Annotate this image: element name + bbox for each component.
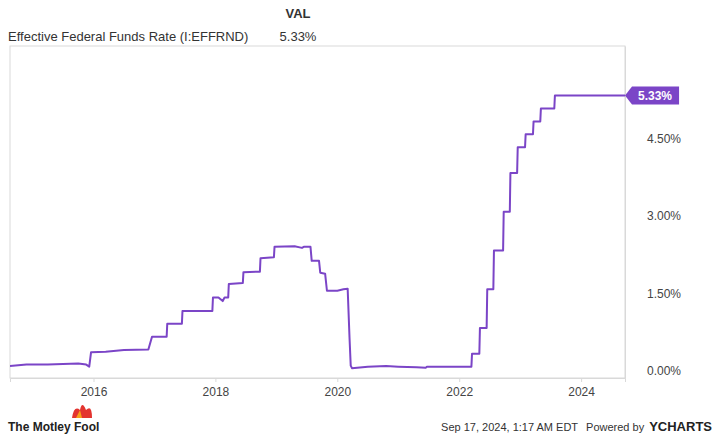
x-tick: 2020 (324, 378, 351, 399)
plot-frame (10, 46, 625, 378)
value-header: VAL (285, 6, 310, 21)
end-label-text: 5.33% (638, 89, 672, 103)
x-tick-label: 2024 (568, 385, 595, 399)
y-tick-label: 1.50% (647, 287, 681, 301)
y-tick: 3.00% (625, 209, 681, 223)
credit: Powered by (586, 421, 645, 433)
x-tick-label: 2016 (81, 385, 108, 399)
x-tick-mark (215, 378, 216, 382)
y-tick-label: 3.00% (647, 209, 681, 223)
series-name: Effective Federal Funds Rate (I:EFFRND) (8, 29, 248, 44)
y-tick: 4.50% (625, 132, 681, 146)
x-tick-label: 2020 (324, 385, 351, 399)
plot-marks (10, 96, 625, 369)
logo: The Motley Fool (8, 405, 99, 434)
chart: VAL Effective Federal Funds Rate (I:EFFRN… (0, 0, 720, 441)
x-tick: 2022 (446, 378, 473, 399)
end-label-tag (625, 87, 679, 105)
logo-icon (72, 405, 92, 418)
x-tick-mark (459, 378, 460, 382)
y-tick-label: 0.00% (647, 364, 681, 378)
series-line (10, 96, 625, 369)
logo-icon-detail (76, 410, 82, 418)
y-tick: 1.50% (625, 287, 681, 301)
x-tick-mark (337, 378, 338, 382)
y-tick: 0.00% (625, 364, 681, 378)
y-tick-label: 4.50% (647, 132, 681, 146)
brand: YCHARTS (649, 419, 712, 434)
source: The Motley Fool (8, 420, 99, 434)
x-tick-label: 2018 (203, 385, 230, 399)
x-tick: 2018 (203, 378, 230, 399)
x-axis: 2016 2018 2020 2022 2024 (11, 378, 626, 399)
x-axis-line (11, 379, 626, 383)
y-axis: 0.00% 1.50% 3.00% 4.50% (625, 47, 681, 379)
x-tick-mark (581, 378, 582, 382)
end-label: 5.33% (625, 87, 679, 105)
x-tick-mark (94, 378, 95, 382)
series-last-value: 5.33% (280, 29, 317, 44)
footer-date: Sep 17, 2024, 1:17 AM EDT (441, 421, 578, 433)
x-tick-label: 2022 (446, 385, 473, 399)
x-tick: 2016 (81, 378, 108, 399)
x-tick: 2024 (568, 378, 595, 399)
